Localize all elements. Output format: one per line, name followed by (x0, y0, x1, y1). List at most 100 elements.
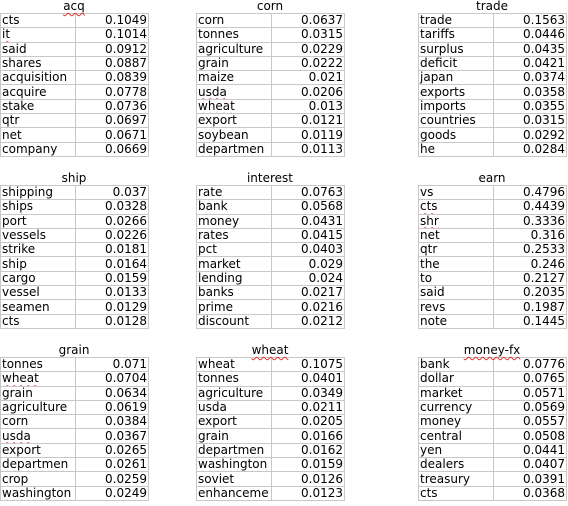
weight-cell[interactable]: 0.0205 (271, 414, 345, 430)
term-cell[interactable]: departmen (196, 141, 272, 157)
weight-cell[interactable]: 0.0133 (75, 285, 149, 301)
weight-cell[interactable]: 0.0128 (75, 313, 149, 329)
weight-cell[interactable]: 0.0571 (493, 385, 567, 401)
table-row[interactable]: seamen 0.0129 (0, 299, 149, 315)
weight-cell[interactable]: 0.1049 (75, 12, 149, 29)
weight-cell[interactable]: 0.0368 (493, 485, 567, 501)
term-cell[interactable]: tonnes (196, 371, 272, 387)
table-row[interactable]: net 0.0671 (0, 127, 149, 143)
term-cell[interactable]: market (196, 256, 272, 272)
weight-cell[interactable]: 0.0776 (493, 356, 567, 373)
table-row[interactable]: bank 0.0776 (418, 356, 567, 373)
table-row[interactable]: rates 0.0415 (196, 227, 345, 244)
table-row[interactable]: japan 0.0374 (418, 70, 567, 86)
table-row[interactable]: it 0.1014 (0, 27, 149, 43)
term-cell[interactable]: wheat (196, 356, 272, 373)
weight-cell[interactable]: 0.1075 (271, 356, 345, 373)
table-row[interactable]: washington 0.0249 (0, 485, 149, 501)
weight-cell[interactable]: 0.1014 (75, 27, 149, 43)
term-cell[interactable]: grain (196, 428, 272, 444)
table-row[interactable]: revs 0.1987 (418, 299, 567, 315)
table-row[interactable]: wheat 0.0704 (0, 371, 149, 387)
weight-cell[interactable]: 0.2127 (493, 270, 567, 287)
term-cell[interactable]: dollar (418, 371, 494, 387)
table-row[interactable]: corn 0.0384 (0, 414, 149, 430)
term-cell[interactable]: wheat (196, 98, 272, 115)
table-row[interactable]: note 0.1445 (418, 313, 567, 329)
term-cell[interactable]: yen (418, 442, 494, 459)
table-row[interactable]: tonnes 0.071 (0, 356, 149, 373)
term-cell[interactable]: seamen (0, 299, 76, 315)
weight-cell[interactable]: 0.0212 (271, 313, 345, 329)
table-row[interactable]: rate 0.0763 (196, 184, 345, 201)
table-row[interactable]: shares 0.0887 (0, 55, 149, 72)
table-row[interactable]: trade 0.1563 (418, 12, 567, 29)
term-cell[interactable]: trade (418, 12, 494, 29)
weight-cell[interactable]: 0.0446 (493, 27, 567, 43)
weight-cell[interactable]: 0.0508 (493, 428, 567, 444)
term-cell[interactable]: maize (196, 70, 272, 86)
table-row[interactable]: soviet 0.0126 (196, 471, 345, 487)
table-row[interactable]: dealers 0.0407 (418, 457, 567, 473)
weight-cell[interactable]: 0.3336 (493, 213, 567, 229)
table-row[interactable]: countries 0.0315 (418, 113, 567, 129)
term-cell[interactable]: usda (0, 428, 76, 444)
weight-cell[interactable]: 0.0159 (271, 457, 345, 473)
table-row[interactable]: departmen 0.0113 (196, 141, 345, 157)
term-cell[interactable]: bank (418, 356, 494, 373)
term-cell[interactable]: goods (418, 127, 494, 143)
table-row[interactable]: washington 0.0159 (196, 457, 345, 473)
term-cell[interactable]: shipping (0, 184, 76, 201)
term-cell[interactable]: money (196, 213, 272, 229)
weight-cell[interactable]: 0.4796 (493, 184, 567, 201)
weight-cell[interactable]: 0.0637 (271, 12, 345, 29)
term-cell[interactable]: crop (0, 471, 76, 487)
weight-cell[interactable]: 0.0349 (271, 385, 345, 401)
table-row[interactable]: departmen 0.0261 (0, 457, 149, 473)
term-cell[interactable]: corn (0, 414, 76, 430)
term-cell[interactable]: grain (196, 55, 272, 72)
term-cell[interactable]: export (196, 414, 272, 430)
term-cell[interactable]: banks (196, 285, 272, 301)
term-cell[interactable]: shr (418, 213, 494, 229)
weight-cell[interactable]: 0.0441 (493, 442, 567, 459)
term-cell[interactable]: stake (0, 98, 76, 115)
table-row[interactable]: vessels 0.0226 (0, 227, 149, 244)
weight-cell[interactable]: 0.0415 (271, 227, 345, 244)
term-cell[interactable]: ship (0, 256, 76, 272)
weight-cell[interactable]: 0.024 (271, 270, 345, 287)
table-row[interactable]: he 0.0284 (418, 141, 567, 157)
table-row[interactable]: central 0.0508 (418, 428, 567, 444)
weight-cell[interactable]: 0.0431 (271, 213, 345, 229)
table-row[interactable]: tonnes 0.0315 (196, 27, 345, 43)
weight-cell[interactable]: 0.0181 (75, 242, 149, 258)
table-row[interactable]: net 0.316 (418, 227, 567, 244)
term-cell[interactable]: tariffs (418, 27, 494, 43)
term-cell[interactable]: money (418, 414, 494, 430)
term-cell[interactable]: rates (196, 227, 272, 244)
term-cell[interactable]: discount (196, 313, 272, 329)
term-cell[interactable]: usda (196, 84, 272, 100)
table-row[interactable]: departmen 0.0162 (196, 442, 345, 459)
term-cell[interactable]: imports (418, 98, 494, 115)
table-row[interactable]: banks 0.0217 (196, 285, 345, 301)
weight-cell[interactable]: 0.1987 (493, 299, 567, 315)
table-row[interactable]: cargo 0.0159 (0, 270, 149, 287)
table-row[interactable]: tariffs 0.0446 (418, 27, 567, 43)
table-row[interactable]: grain 0.0166 (196, 428, 345, 444)
weight-cell[interactable]: 0.0121 (271, 113, 345, 129)
term-cell[interactable]: the (418, 256, 494, 272)
term-cell[interactable]: soybean (196, 127, 272, 143)
term-cell[interactable]: acquire (0, 84, 76, 100)
term-cell[interactable]: washington (196, 457, 272, 473)
weight-cell[interactable]: 0.0765 (493, 371, 567, 387)
term-cell[interactable]: acquisition (0, 70, 76, 86)
weight-cell[interactable]: 0.0736 (75, 98, 149, 115)
term-cell[interactable]: strike (0, 242, 76, 258)
table-row[interactable]: port 0.0266 (0, 213, 149, 229)
table-row[interactable]: prime 0.0216 (196, 299, 345, 315)
term-cell[interactable]: treasury (418, 471, 494, 487)
table-row[interactable]: usda 0.0206 (196, 84, 345, 100)
table-row[interactable]: said 0.0912 (0, 41, 149, 57)
weight-cell[interactable]: 0.0315 (271, 27, 345, 43)
